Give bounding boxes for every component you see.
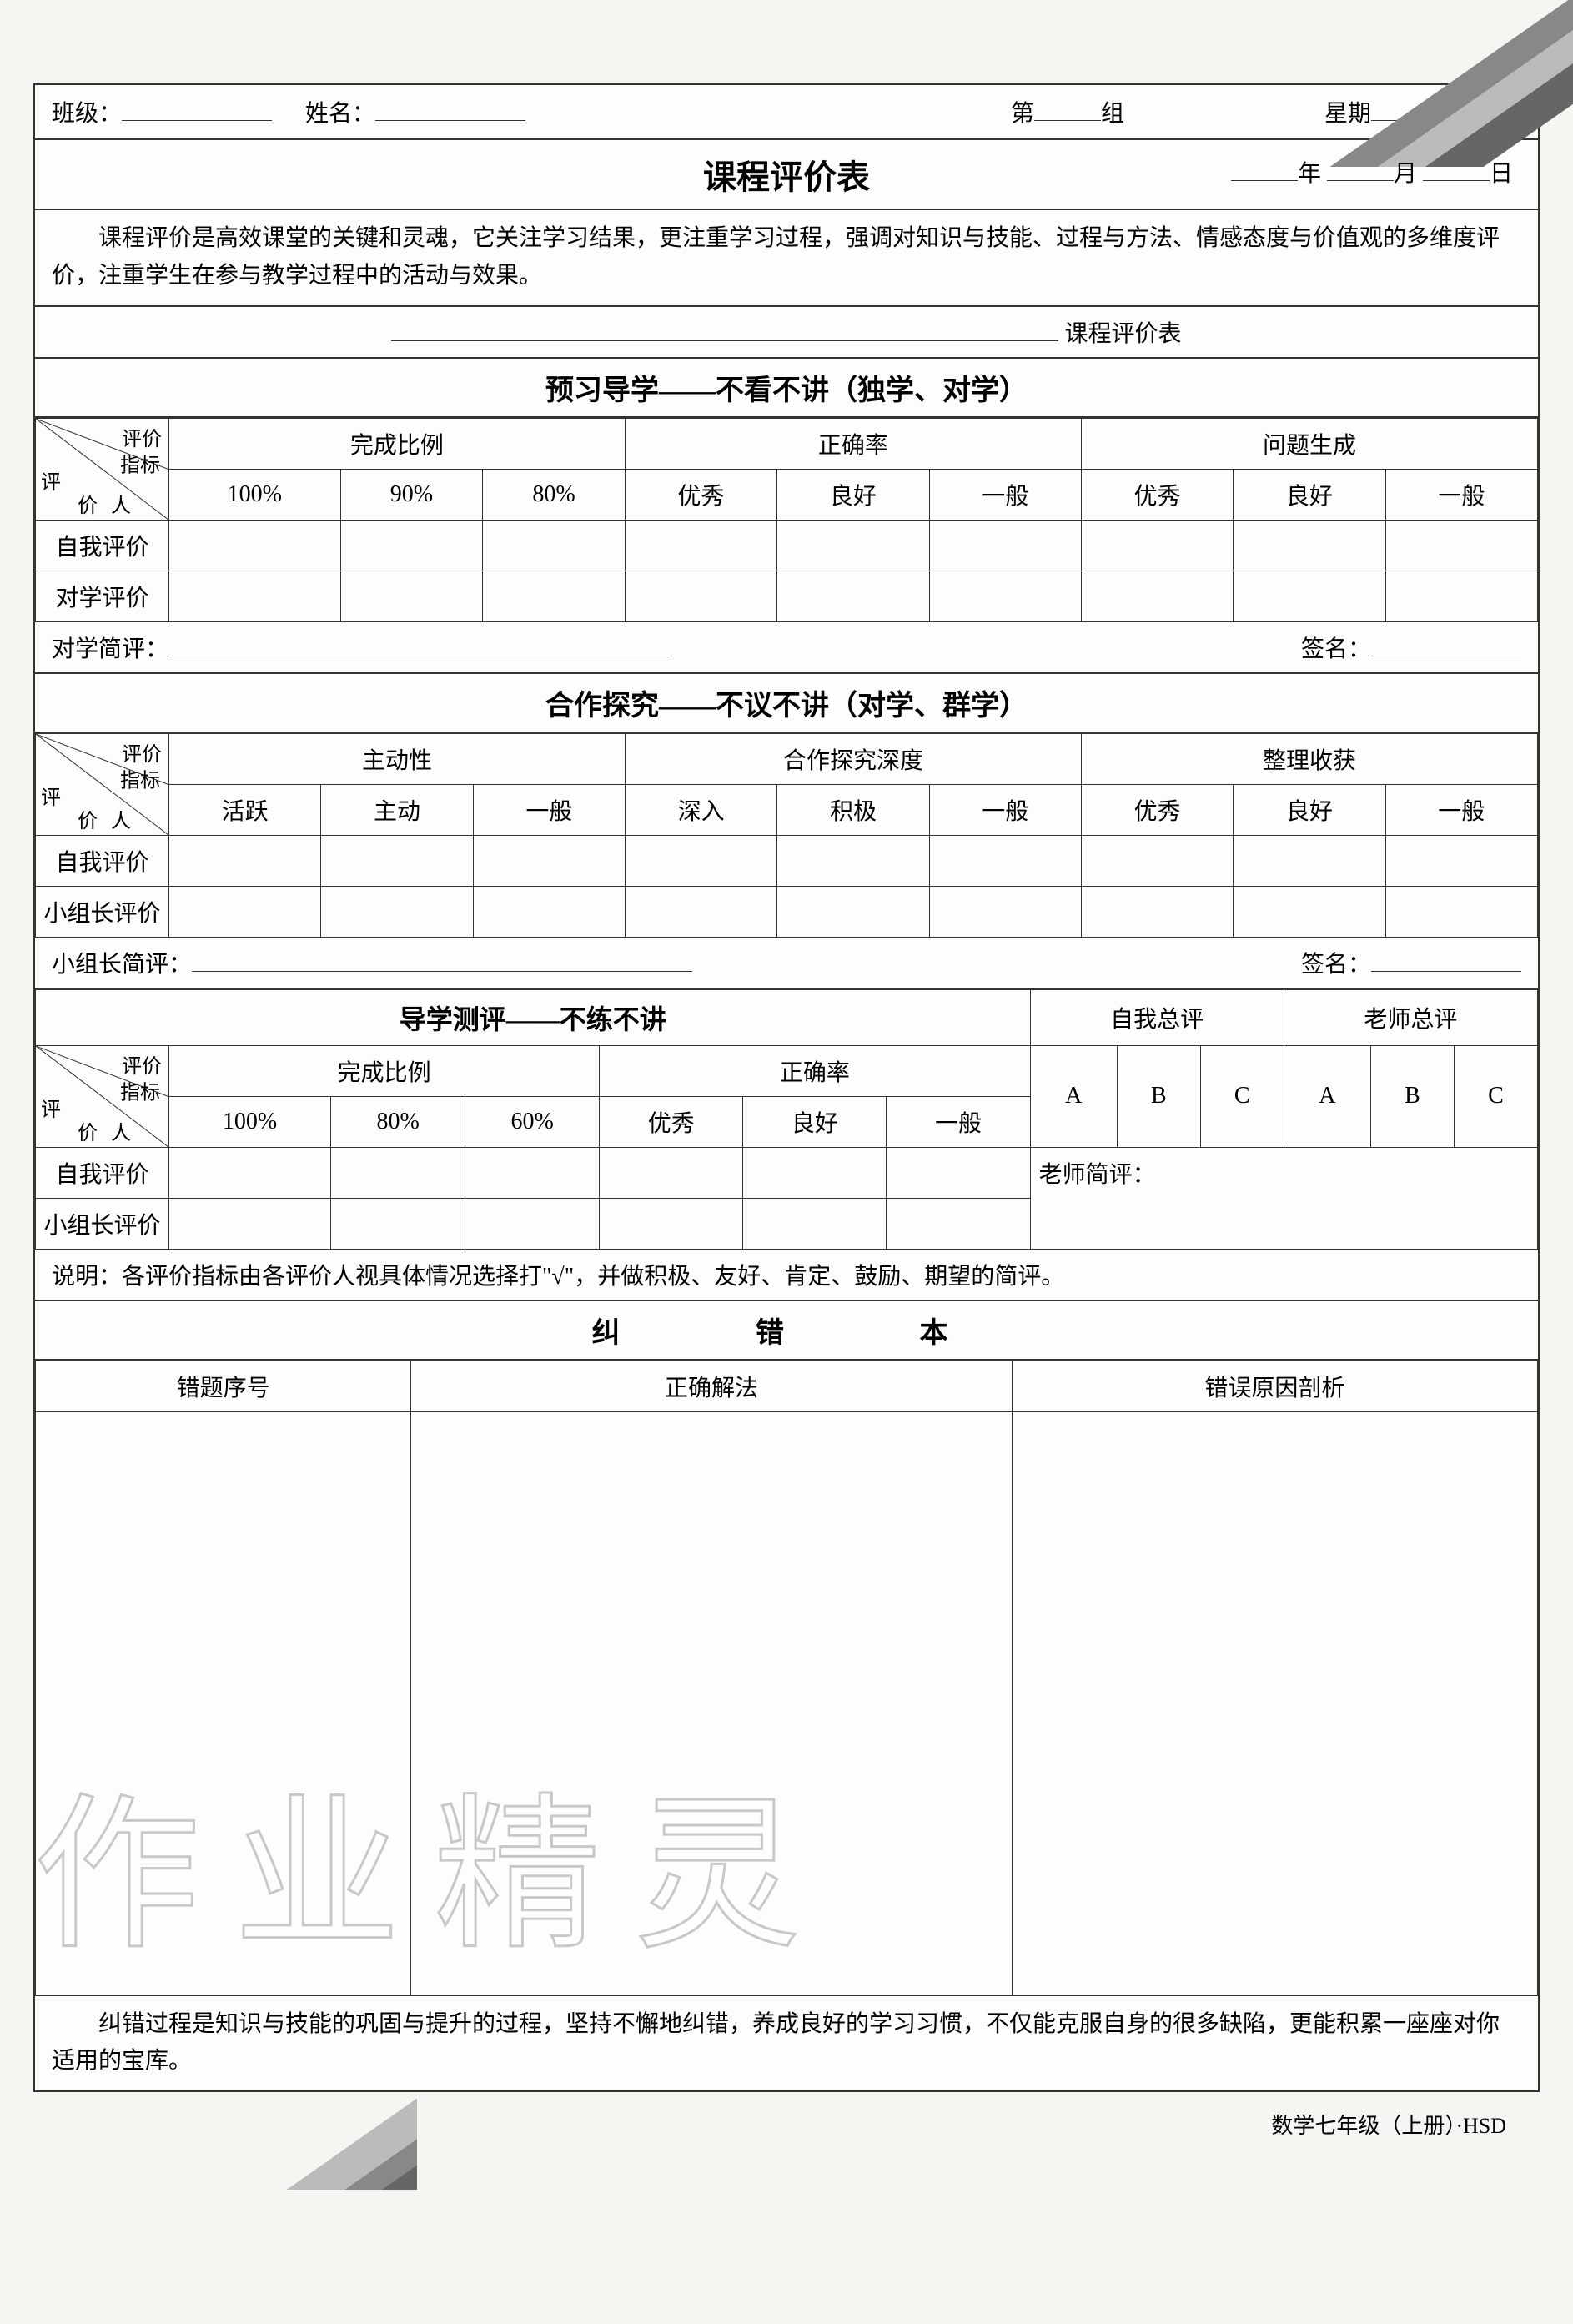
form-title: 课程评价表 (703, 158, 870, 196)
section2-table: 评价 指标 评 价 人 主动性 合作探究深度 整理收获 活跃主动一般 深入积极一… (35, 733, 1538, 938)
diag-header: 评价 指标 评 价 人 (36, 418, 169, 520)
teacher-comment[interactable]: 老师简评： (1030, 1147, 1537, 1249)
class-input[interactable] (122, 98, 272, 121)
section2-comment: 小组长简评： 签名： (35, 938, 1538, 989)
footer-note: 纠错过程是知识与技能的巩固与提升的过程，坚持不懈地纠错，养成良好的学习习惯，不仅… (35, 1996, 1538, 2091)
name-label: 姓名： (305, 95, 375, 128)
section2-title: 合作探究——不议不讲（对学、群学） (35, 674, 1538, 733)
sub-header: 课程评价表 (35, 307, 1538, 359)
section3-table: 导学测评——不练不讲 自我总评 老师总评 评价 指标 评 价 人 完成比例 正确… (35, 989, 1538, 1250)
form-title-row: 课程评价表 年 月 日 (35, 140, 1538, 210)
group-input[interactable] (1034, 98, 1101, 121)
note: 说明：各评价指标由各评价人视具体情况选择打"√"，并做积极、友好、肯定、鼓励、期… (35, 1250, 1538, 1301)
diag-header: 评价 指标 评 价 人 (36, 1045, 169, 1147)
description: 课程评价是高效课堂的关键和灵魂，它关注学习结果，更注重学习过程，强调对知识与技能… (35, 210, 1538, 307)
section1-table: 评价 指标 评 价 人 完成比例 正确率 问题生成 100%90%80% 优秀良… (35, 418, 1538, 622)
date-area: 年 月 日 (1231, 155, 1513, 189)
bottom-decoration (83, 2090, 417, 2190)
error-solution-cell[interactable] (411, 1411, 1012, 1995)
error-analysis-cell[interactable] (1012, 1411, 1537, 1995)
evaluation-form: 班级： 姓名： 第组 星期 课程评价表 年 月 日 课程评价是高效课堂的关键和灵… (33, 83, 1540, 2092)
section1-comment: 对学简评： 签名： (35, 622, 1538, 674)
group-post: 组 (1101, 95, 1124, 128)
group-pre: 第 (1011, 95, 1034, 128)
error-table: 错题序号 正确解法 错误原因剖析 (35, 1361, 1538, 1996)
section1-title: 预习导学——不看不讲（独学、对学） (35, 359, 1538, 418)
error-title: 纠 错 本 (35, 1301, 1538, 1361)
error-num-cell[interactable] (36, 1411, 411, 1995)
diag-header: 评价 指标 评 价 人 (36, 733, 169, 835)
class-label: 班级： (52, 95, 122, 128)
name-input[interactable] (375, 98, 525, 121)
